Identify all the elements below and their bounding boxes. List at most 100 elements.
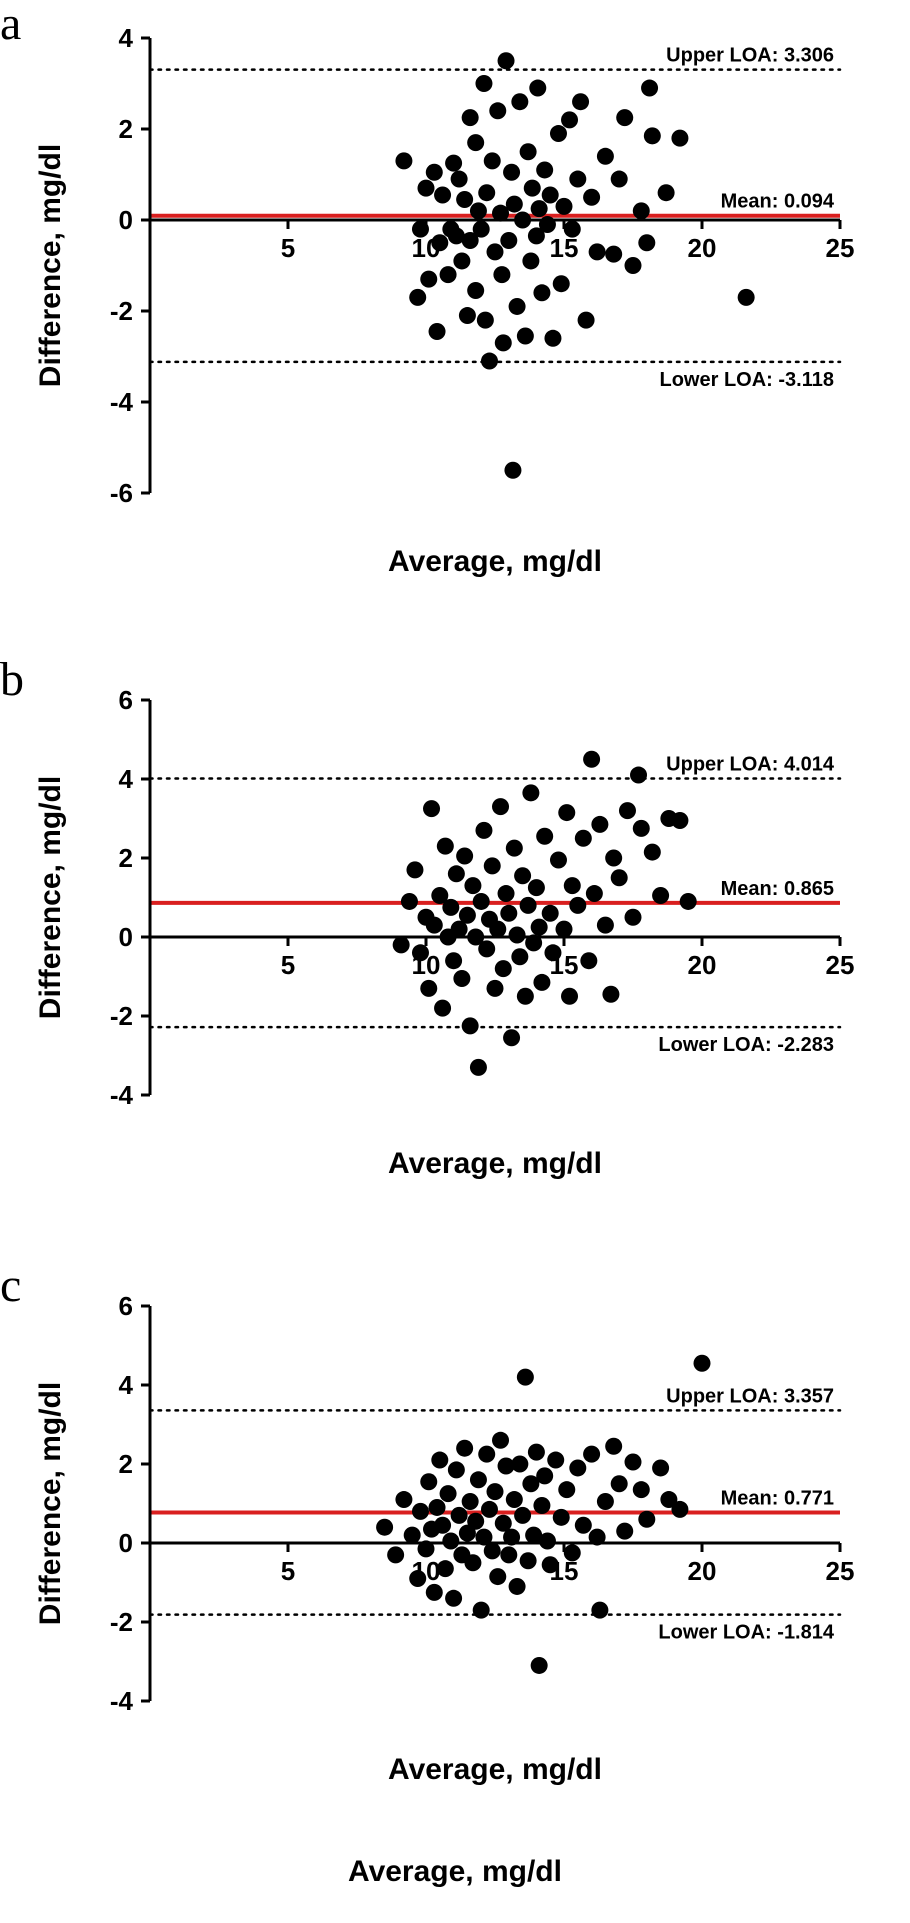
scatter-point — [467, 282, 484, 299]
x-axis-title-extra: Average, mg/dl — [0, 1855, 910, 1889]
scatter-point — [451, 171, 468, 188]
scatter-point — [484, 1542, 501, 1559]
x-tick-label: 20 — [688, 233, 717, 263]
scatter-point — [509, 1578, 526, 1595]
scatter-point — [572, 93, 589, 110]
scatter-point — [387, 1546, 404, 1563]
scatter-point — [611, 1475, 628, 1492]
y-tick-label: 6 — [119, 1291, 133, 1321]
scatter-point — [533, 974, 550, 991]
y-tick-label: -2 — [110, 1001, 133, 1031]
scatter-point — [569, 1459, 586, 1476]
scatter-point — [504, 462, 521, 479]
scatter-point — [448, 865, 465, 882]
mean-label: Mean: 0.865 — [721, 878, 834, 900]
scatter-point — [423, 800, 440, 817]
scatter-point — [412, 1503, 429, 1520]
scatter-point — [477, 312, 494, 329]
scatter-point — [638, 1511, 655, 1528]
scatter-point — [406, 861, 423, 878]
scatter-point — [553, 1509, 570, 1526]
y-axis-title: Difference, mg/dl — [34, 776, 67, 1019]
scatter-point — [528, 1444, 545, 1461]
scatter-point — [583, 751, 600, 768]
scatter-point — [462, 109, 479, 126]
scatter-point — [500, 232, 517, 249]
y-tick-label: -6 — [110, 478, 133, 508]
scatter-point — [503, 164, 520, 181]
scatter-point — [495, 960, 512, 977]
scatter-point — [395, 152, 412, 169]
scatter-point — [459, 907, 476, 924]
scatter-point — [520, 897, 537, 914]
scatter-point — [641, 80, 658, 97]
scatter-point — [459, 307, 476, 324]
scatter-point — [420, 1473, 437, 1490]
scatter-point — [481, 353, 498, 370]
scatter-point — [456, 1440, 473, 1457]
x-tick-label: 25 — [826, 233, 855, 263]
scatter-point — [630, 767, 647, 784]
scatter-point — [498, 885, 515, 902]
scatter-point — [484, 857, 501, 874]
scatter-point — [517, 988, 534, 1005]
scatter-point — [470, 202, 487, 219]
x-tick-label: 10 — [412, 950, 441, 980]
scatter-point — [420, 980, 437, 997]
scatter-point — [401, 893, 418, 910]
scatter-point — [445, 1590, 462, 1607]
scatter-point — [605, 246, 622, 263]
x-axis-title: Average, mg/dl — [388, 1147, 602, 1180]
scatter-point — [451, 1507, 468, 1524]
scatter-point — [437, 838, 454, 855]
scatter-point — [536, 161, 553, 178]
scatter-point — [493, 266, 510, 283]
lower-loa-label: Lower LOA: -2.283 — [658, 1034, 834, 1056]
scatter-point — [506, 840, 523, 857]
y-tick-label: 0 — [119, 922, 133, 952]
x-tick-label: 5 — [281, 233, 295, 263]
y-tick-label: 4 — [119, 1370, 134, 1400]
x-tick-label: 10 — [412, 233, 441, 263]
scatter-point — [511, 948, 528, 965]
scatter-point — [605, 1438, 622, 1455]
scatter-point — [694, 1355, 711, 1372]
scatter-point — [616, 109, 633, 126]
y-tick-label: 6 — [119, 685, 133, 715]
scatter-point — [495, 334, 512, 351]
scatter-point — [506, 196, 523, 213]
scatter-point — [589, 243, 606, 260]
scatter-point — [605, 850, 622, 867]
scatter-point — [602, 986, 619, 1003]
scatter-point — [569, 171, 586, 188]
scatter-point — [522, 784, 539, 801]
scatter-point — [487, 980, 504, 997]
scatter-point — [671, 812, 688, 829]
scatter-point — [442, 899, 459, 916]
scatter-point — [440, 266, 457, 283]
bland-altman-chart-a: -6-4-2024510152025Average, mg/dlDifferen… — [0, 18, 910, 613]
scatter-point — [506, 1491, 523, 1508]
bland-altman-chart-c: -4-20246510152025Average, mg/dlDifferenc… — [0, 1286, 910, 1821]
scatter-point — [517, 328, 534, 345]
x-tick-label: 20 — [688, 950, 717, 980]
scatter-point — [445, 952, 462, 969]
scatter-point — [470, 1471, 487, 1488]
scatter-point — [484, 152, 501, 169]
scatter-point — [478, 184, 495, 201]
scatter-point — [550, 125, 567, 142]
y-tick-label: 0 — [119, 205, 133, 235]
scatter-point — [644, 127, 661, 144]
scatter-point — [473, 1602, 490, 1619]
scatter-point — [531, 1657, 548, 1674]
scatter-point — [481, 1501, 498, 1518]
upper-loa-label: Upper LOA: 4.014 — [666, 753, 835, 775]
scatter-point — [544, 330, 561, 347]
scatter-point — [550, 851, 567, 868]
lower-loa-label: Lower LOA: -3.118 — [660, 369, 835, 391]
scatter-point — [597, 148, 614, 165]
scatter-point — [533, 284, 550, 301]
scatter-point — [418, 180, 435, 197]
scatter-point — [404, 1527, 421, 1544]
scatter-point — [561, 111, 578, 128]
